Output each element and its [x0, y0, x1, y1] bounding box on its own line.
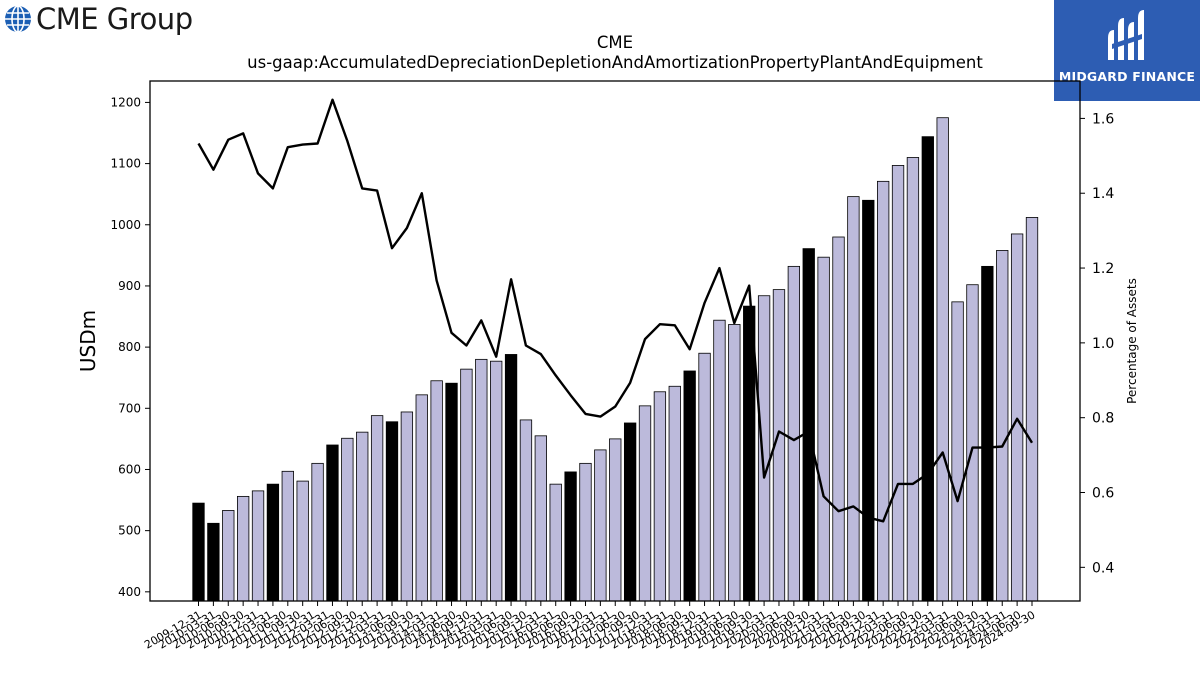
right-tick-label-1.2: 1.2: [1092, 261, 1114, 277]
right-axis-ticks: 0.4 0.6 0.8 1.0 1.2 1.4 1.6: [1080, 111, 1114, 576]
bar-2012-03-31: [326, 444, 339, 602]
bar-2013-12-31: [430, 380, 443, 602]
midgard-finance-logo: MIDGARD FINANCE: [1054, 0, 1200, 101]
midgard-finance-brand-text: MIDGARD FINANCE: [1058, 69, 1196, 84]
bar-2015-06-30: [519, 419, 533, 602]
bar-2014-03-31: [445, 382, 458, 602]
left-axis-ticks: 400 500 600 700 800 900 1000 1100 1200: [110, 95, 150, 599]
bar-2013-09-30: [415, 394, 428, 602]
left-tick-label-1100: 1100: [110, 157, 141, 171]
chart-subtitle: us-gaap:AccumulatedDepreciationDepletion…: [247, 53, 983, 72]
bar-2016-09-30: [594, 449, 607, 602]
left-tick-label-700: 700: [118, 401, 141, 415]
bar-2016-12-31: [609, 438, 622, 602]
bar-2010-06-30: [222, 510, 235, 602]
bar-2012-12-31: [370, 415, 384, 602]
bar-2010-09-30: [237, 495, 250, 602]
bar-2017-06-30: [638, 405, 652, 602]
bar-2011-03-31: [266, 483, 280, 602]
bar-2012-06-30: [341, 437, 354, 602]
bar-2010-03-31: [207, 522, 220, 602]
bar-2013-03-31: [385, 421, 399, 602]
bar-2011-06-30: [281, 470, 294, 602]
bar-2017-12-31: [668, 385, 681, 602]
right-tick-label-0.8: 0.8: [1092, 411, 1114, 427]
bar-2011-12-31: [311, 462, 324, 602]
line-series: [197, 98, 1034, 523]
bar-2013-06-30: [400, 411, 414, 602]
bar-2022-12-31: [966, 284, 979, 602]
left-tick-label-600: 600: [118, 462, 141, 476]
bar-2020-06-30: [817, 256, 830, 602]
bar-2022-09-30: [951, 301, 964, 602]
bar-2015-09-30: [534, 435, 547, 602]
percentage-of-assets-line: [197, 98, 1034, 523]
bar-2017-03-31: [623, 422, 637, 602]
left-tick-label-1000: 1000: [110, 218, 141, 232]
right-tick-label-0.4: 0.4: [1092, 560, 1114, 576]
bar-2009-12-31: [192, 502, 205, 602]
left-tick-label-500: 500: [118, 524, 141, 538]
cme-group-logo: CME Group: [4, 2, 193, 36]
chart-title: CME: [597, 33, 633, 52]
bar-2018-09-30: [713, 319, 726, 602]
y-axis-label-right: Percentage of Assets: [1125, 278, 1139, 404]
bar-2019-06-30: [757, 295, 771, 602]
cme-group-brand-text: CME Group: [36, 2, 193, 36]
bar-2016-03-31: [564, 471, 577, 602]
bar-2020-09-30: [832, 236, 845, 602]
bar-2012-09-30: [356, 431, 369, 602]
right-tick-label-0.6: 0.6: [1092, 486, 1114, 502]
y-axis-label: USDm: [76, 310, 100, 372]
left-tick-label-1200: 1200: [110, 95, 141, 109]
bar-2018-06-30: [698, 352, 711, 602]
bar-2015-12-31: [549, 483, 562, 602]
bar-2010-12-31: [251, 490, 265, 602]
bar-2014-12-31: [490, 360, 503, 602]
bar-2014-09-30: [475, 358, 488, 602]
midgard-logo-icon: [1108, 10, 1144, 60]
left-tick-label-400: 400: [118, 585, 141, 599]
bar-2023-12-31: [1025, 217, 1039, 602]
bar-2018-03-31: [683, 370, 696, 602]
right-tick-label-1.4: 1.4: [1092, 186, 1114, 202]
bar-2022-03-31: [921, 136, 934, 602]
right-tick-label-1.6: 1.6: [1092, 111, 1114, 127]
bar-2023-06-30: [996, 250, 1009, 602]
right-tick-label-1: 1.0: [1092, 336, 1114, 352]
left-tick-label-800: 800: [118, 340, 141, 354]
bar-2022-06-30: [936, 117, 949, 602]
globe-icon: [5, 5, 31, 33]
bar-2021-06-30: [877, 180, 890, 602]
bar-2015-03-31: [504, 354, 518, 602]
bar-2019-12-31: [787, 265, 801, 602]
bar-2016-06-30: [579, 462, 592, 602]
bar-2014-06-30: [460, 368, 473, 602]
bar-2018-12-31: [728, 324, 741, 602]
bar-2021-12-31: [906, 157, 920, 602]
bar-2017-09-30: [653, 391, 667, 602]
x-axis-ticks: 2009-12-312010-03-312010-06-302010-09-30…: [142, 601, 1038, 652]
bar-2023-09-30: [1010, 233, 1024, 602]
bar-2020-03-31: [802, 248, 815, 602]
bar-2011-09-30: [296, 480, 309, 602]
bar-series: [192, 117, 1039, 602]
left-tick-label-900: 900: [118, 279, 141, 293]
bar-2021-09-30: [891, 165, 905, 602]
bar-2023-03-31: [981, 265, 994, 602]
bar-2021-03-31: [862, 199, 875, 602]
bar-2020-12-31: [847, 196, 860, 602]
